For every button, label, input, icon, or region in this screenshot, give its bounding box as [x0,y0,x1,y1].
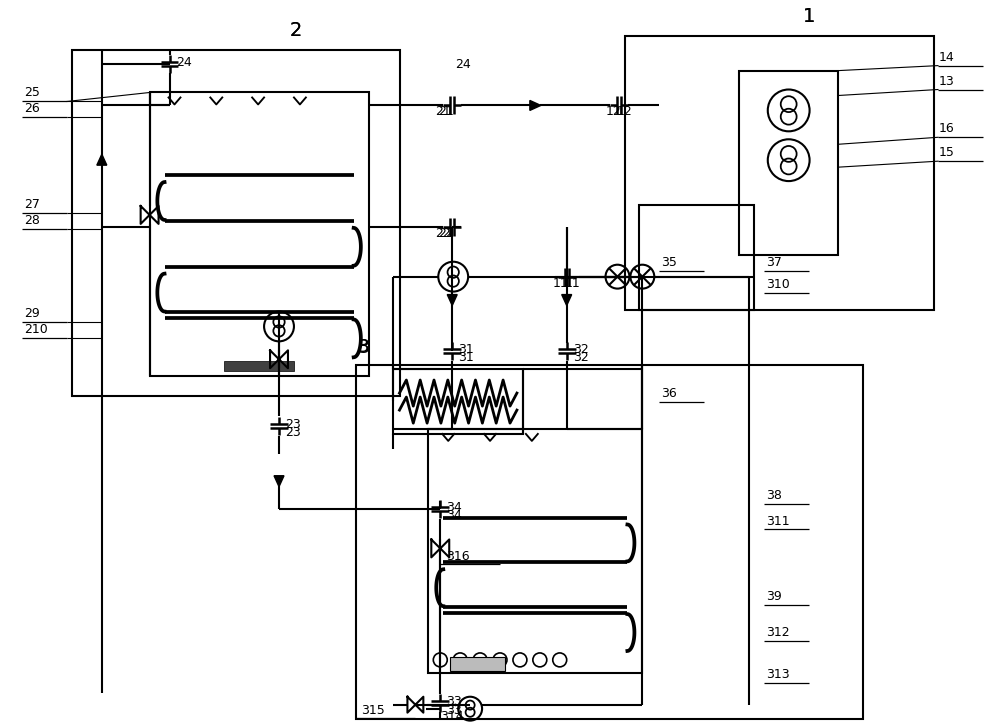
Bar [625,35,934,309]
Text: 315: 315 [361,704,384,717]
Text: 24: 24 [455,58,471,71]
Text: 312: 312 [766,626,789,639]
Text: 22: 22 [438,227,454,240]
Polygon shape [97,154,107,165]
Text: 32: 32 [573,343,588,356]
Text: 32: 32 [573,351,588,364]
Text: 25: 25 [24,86,40,99]
Text: 210: 210 [24,324,48,337]
Text: 34: 34 [446,500,462,513]
Text: 21: 21 [435,106,451,119]
Text: 2: 2 [290,21,302,40]
Text: 24: 24 [176,56,192,69]
Text: 38: 38 [766,489,782,502]
Bar [72,50,400,396]
Text: 23: 23 [285,426,301,439]
Text: 33: 33 [446,695,462,707]
Text: 23: 23 [285,418,301,431]
Polygon shape [530,101,541,111]
Text: 31: 31 [458,343,474,356]
Text: 28: 28 [24,214,40,227]
Text: 316: 316 [446,550,470,563]
Text: 14: 14 [939,51,955,64]
Text: 22: 22 [435,227,451,240]
Polygon shape [447,295,457,306]
Text: 11: 11 [565,277,581,290]
Text: 15: 15 [939,146,955,159]
Text: 21: 21 [438,106,454,119]
Polygon shape [562,295,572,306]
Text: 11: 11 [553,277,569,290]
Bar [356,365,863,719]
Text: 313: 313 [766,668,789,681]
Text: 2: 2 [290,21,302,40]
Text: 34: 34 [446,508,462,521]
Text: 12: 12 [617,106,632,119]
Bar [450,657,505,671]
Text: 35: 35 [661,256,677,269]
Text: 37: 37 [766,256,782,269]
Text: 13: 13 [939,75,955,88]
Text: 33: 33 [446,704,462,717]
Text: 1: 1 [802,7,815,26]
Text: 31: 31 [458,351,474,364]
Bar [224,361,294,371]
Text: 314: 314 [440,710,464,723]
Bar [428,429,642,673]
Text: 36: 36 [661,387,677,400]
Text: 16: 16 [939,122,955,135]
Text: 3: 3 [358,338,369,356]
Bar [739,71,838,255]
Text: 3: 3 [358,338,370,357]
Bar [639,205,754,309]
Polygon shape [274,476,284,487]
Text: 26: 26 [24,102,40,115]
Text: 311: 311 [766,515,789,528]
Bar [150,93,369,376]
Text: 29: 29 [24,308,40,321]
Text: 39: 39 [766,590,782,603]
Text: 1: 1 [802,7,815,26]
Text: 27: 27 [24,198,40,211]
Text: 12: 12 [606,106,621,119]
Bar [393,369,523,434]
Text: 310: 310 [766,277,790,290]
